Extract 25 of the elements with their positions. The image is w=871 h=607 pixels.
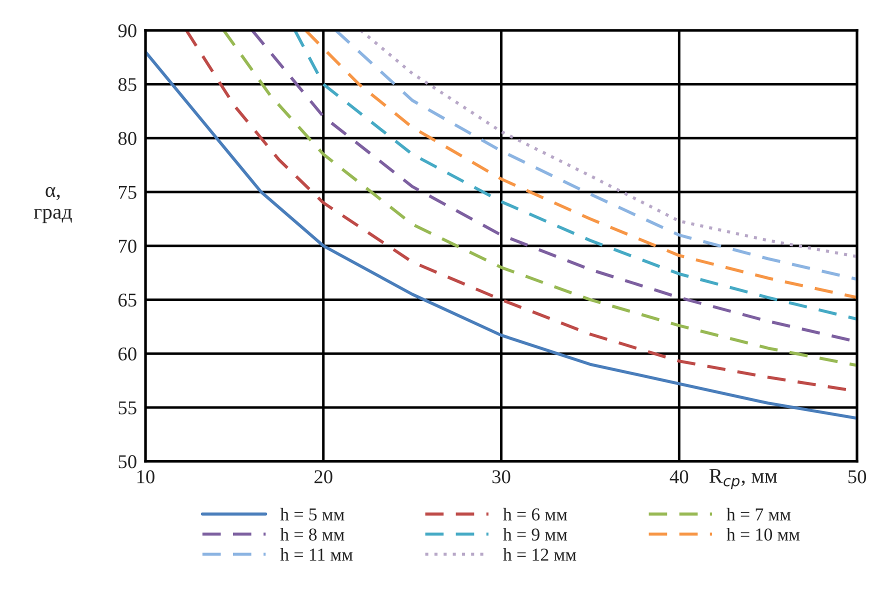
y-tick-label: 70 [118,240,136,253]
legend-label: h = 6 мм [503,508,568,521]
y-tick-label: 50 [118,455,136,468]
legend-label: h = 7 мм [726,508,791,520]
legend-label: h = 12 мм [503,548,576,561]
x-tick-label: 50 [848,470,866,484]
x-tick-label: 10 [137,470,154,484]
legend-label: h = 11 мм [280,548,353,561]
y-tick-label: 60 [118,347,136,361]
y-tick-label: 80 [118,132,136,146]
y-axis-title: α, град [34,187,72,224]
y-tick-label: 90 [118,24,136,38]
legend-label: h = 10 мм [726,528,800,541]
y-tick-label: 65 [118,294,136,307]
line-series [145,50,858,420]
x-tick-label: 30 [492,470,510,484]
legend-label: h = 8 мм [280,528,344,541]
y-tick-label: 75 [118,186,136,199]
x-tick-label: 20 [314,470,332,484]
legend-label: h = 5 мм [280,508,344,521]
x-tick-label: 40 [670,470,688,484]
legend-label: h = 9 мм [503,528,568,541]
x-axis-title: R$_{ср}$, мм [709,469,778,490]
y-tick-label: 55 [118,401,136,414]
y-tick-label: 85 [118,78,136,92]
